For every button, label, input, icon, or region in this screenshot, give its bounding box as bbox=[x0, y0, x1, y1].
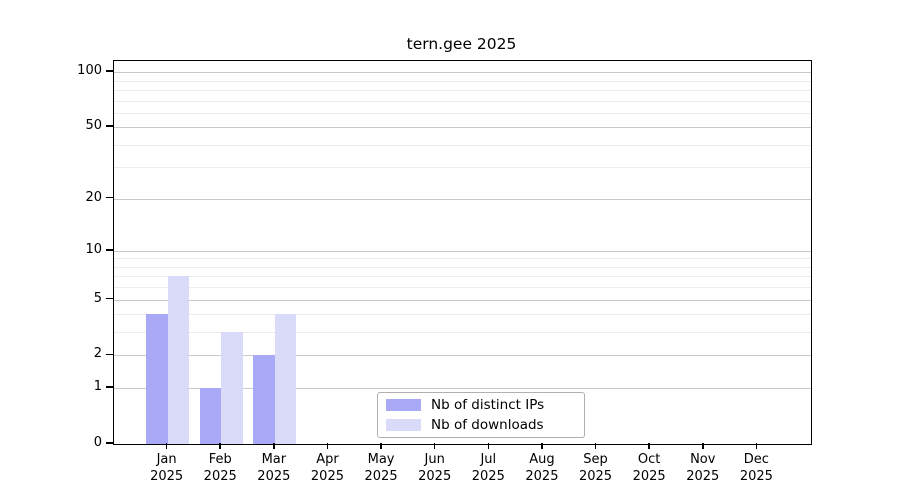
minor-gridline-70 bbox=[114, 100, 811, 102]
major-gridline-1 bbox=[114, 388, 811, 390]
ytick-mark-1 bbox=[106, 386, 113, 388]
xtick-year-jul: 2025 bbox=[471, 469, 505, 484]
xtick-month-may: May bbox=[367, 452, 395, 467]
ytick-mark-10 bbox=[106, 249, 113, 251]
xtick-year-sep: 2025 bbox=[578, 469, 613, 484]
xtick-mark-aug bbox=[541, 443, 543, 449]
ytick-mark-2 bbox=[106, 353, 113, 356]
ytick-label-100: 100 bbox=[77, 63, 102, 79]
minor-gridline-8 bbox=[114, 266, 811, 268]
xtick-month-aug: Aug bbox=[529, 452, 555, 467]
xtick-month-nov: Nov bbox=[690, 452, 716, 467]
ytick-mark-20 bbox=[106, 196, 113, 199]
xtick-label-feb: Feb 2025 bbox=[188, 451, 252, 485]
xtick-year-aug: 2025 bbox=[525, 469, 559, 484]
legend-item-distinct-ips: Nb of distinct IPs bbox=[386, 397, 584, 413]
minor-gridline-4 bbox=[114, 314, 811, 316]
minor-gridline-80 bbox=[114, 89, 811, 91]
major-gridline-20 bbox=[114, 198, 811, 200]
xtick-label-mar: Mar 2025 bbox=[242, 451, 306, 485]
xtick-mark-jul bbox=[487, 443, 490, 449]
xtick-year-mar: 2025 bbox=[257, 469, 291, 484]
xtick-label-nov: Nov 2025 bbox=[671, 451, 735, 485]
xtick-year-jun: 2025 bbox=[418, 469, 452, 484]
bar-mar-downloads bbox=[274, 314, 297, 444]
xtick-month-mar: Mar bbox=[261, 452, 287, 467]
ytick-label-10: 10 bbox=[85, 241, 102, 257]
ytick-label-0: 0 bbox=[93, 435, 102, 450]
xtick-year-dec: 2025 bbox=[739, 469, 773, 484]
legend-label-downloads: Nb of downloads bbox=[431, 417, 544, 433]
minor-gridline-7 bbox=[114, 276, 811, 278]
bar-jan-downloads bbox=[167, 276, 190, 444]
xtick-month-jul: Jul bbox=[480, 452, 497, 467]
xtick-mark-sep bbox=[594, 443, 597, 449]
minor-gridline-60 bbox=[114, 112, 811, 114]
major-gridline-10 bbox=[114, 250, 811, 252]
ytick-label-2: 2 bbox=[93, 346, 102, 362]
xtick-year-oct: 2025 bbox=[632, 469, 666, 484]
xtick-mark-nov bbox=[702, 443, 704, 449]
legend: Nb of distinct IPs Nb of downloads bbox=[377, 392, 585, 438]
xtick-label-sep: Sep 2025 bbox=[564, 451, 628, 485]
xtick-mark-apr bbox=[326, 443, 329, 449]
plot-area bbox=[113, 60, 812, 445]
xtick-label-dec: Dec 2025 bbox=[724, 451, 788, 485]
major-gridline-5 bbox=[114, 299, 811, 301]
minor-gridline-30 bbox=[114, 167, 811, 169]
xtick-label-apr: Apr 2025 bbox=[295, 451, 359, 485]
legend-label-distinct-ips: Nb of distinct IPs bbox=[431, 397, 545, 413]
ytick-label-20: 20 bbox=[85, 189, 102, 205]
xtick-year-jan: 2025 bbox=[150, 469, 184, 484]
major-gridline-100 bbox=[114, 72, 811, 74]
xtick-month-apr: Apr bbox=[316, 452, 339, 467]
xtick-label-jan: Jan 2025 bbox=[135, 451, 199, 485]
xtick-mark-jun bbox=[433, 443, 436, 449]
ytick-mark-50 bbox=[106, 125, 113, 127]
xtick-mark-feb bbox=[219, 443, 221, 449]
xtick-month-oct: Oct bbox=[637, 452, 661, 467]
xtick-label-may: May 2025 bbox=[349, 451, 413, 485]
xtick-year-apr: 2025 bbox=[310, 469, 344, 484]
ytick-mark-0 bbox=[106, 442, 113, 444]
minor-gridline-6 bbox=[114, 287, 811, 289]
xtick-label-jun: Jun 2025 bbox=[403, 451, 467, 485]
xtick-label-oct: Oct 2025 bbox=[617, 451, 681, 485]
bar-jan-distinct-ips bbox=[146, 314, 168, 444]
xtick-label-jul: Jul 2025 bbox=[456, 451, 520, 485]
xtick-mark-may bbox=[380, 443, 382, 449]
xtick-month-dec: Dec bbox=[743, 452, 769, 467]
ytick-label-1: 1 bbox=[93, 379, 102, 395]
bar-feb-distinct-ips bbox=[199, 388, 222, 444]
ytick-label-50: 50 bbox=[85, 118, 102, 134]
ytick-mark-100 bbox=[106, 70, 113, 72]
legend-item-downloads: Nb of downloads bbox=[386, 417, 584, 433]
xtick-year-feb: 2025 bbox=[203, 469, 237, 484]
major-gridline-2 bbox=[114, 355, 811, 357]
xtick-mark-jan bbox=[165, 443, 168, 449]
xtick-month-jan: Jan bbox=[156, 452, 177, 467]
xtick-year-may: 2025 bbox=[364, 469, 398, 484]
xtick-month-jun: Jun bbox=[424, 452, 445, 467]
chart-title: tern.gee 2025 bbox=[406, 35, 517, 53]
xtick-label-aug: Aug 2025 bbox=[510, 451, 574, 485]
ytick-label-5: 5 bbox=[93, 290, 102, 306]
legend-swatch-downloads bbox=[386, 419, 421, 431]
xtick-month-sep: Sep bbox=[583, 452, 608, 467]
xtick-mark-dec bbox=[755, 443, 758, 449]
bar-mar-distinct-ips bbox=[253, 355, 275, 444]
xtick-year-nov: 2025 bbox=[686, 469, 720, 484]
bar-feb-downloads bbox=[221, 332, 243, 444]
minor-gridline-9 bbox=[114, 258, 811, 260]
xtick-month-feb: Feb bbox=[208, 452, 232, 467]
minor-gridline-3 bbox=[114, 332, 811, 334]
minor-gridline-40 bbox=[114, 144, 811, 146]
major-gridline-50 bbox=[114, 127, 811, 129]
xtick-mark-oct bbox=[648, 443, 650, 449]
xtick-mark-mar bbox=[273, 443, 275, 449]
ytick-mark-5 bbox=[106, 297, 113, 300]
legend-swatch-distinct-ips bbox=[386, 399, 421, 411]
minor-gridline-90 bbox=[114, 80, 811, 82]
